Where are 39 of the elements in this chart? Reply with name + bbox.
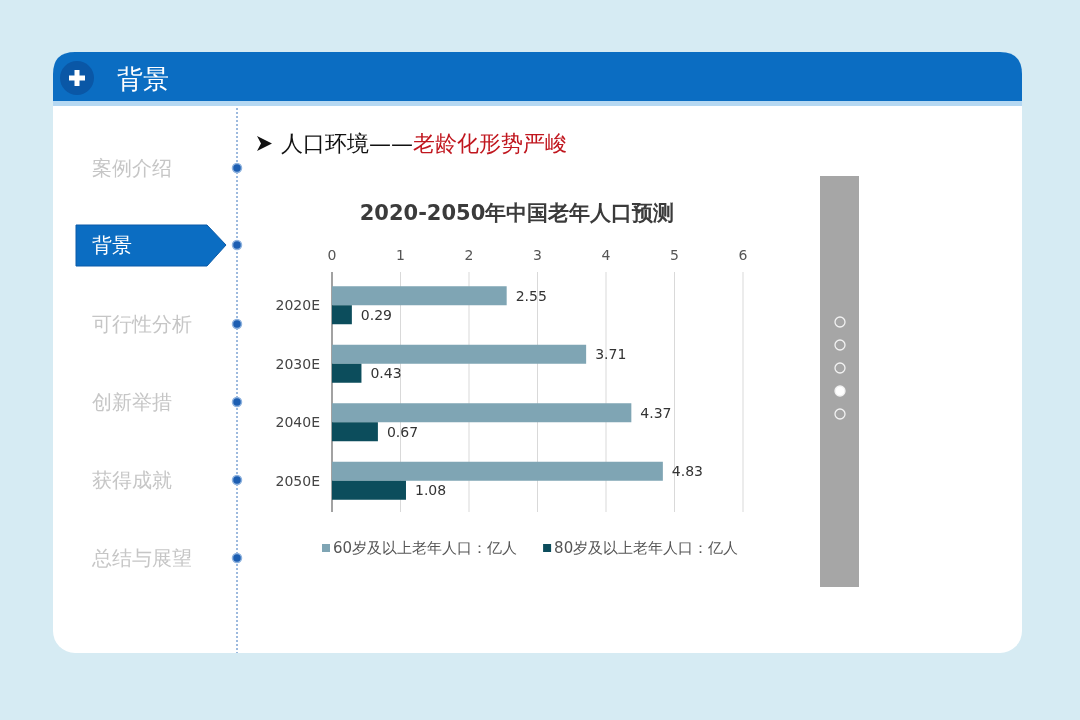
bar: [332, 461, 663, 481]
y-tick-label: 2040E: [275, 414, 320, 431]
x-tick-label: 3: [533, 247, 542, 263]
text: 获得成就: [92, 468, 172, 492]
data-label: 4.83: [671, 463, 704, 480]
text: 人口环境——: [281, 130, 413, 156]
text: 创新举措: [92, 390, 172, 414]
text: 可行性分析: [92, 312, 192, 336]
bar: [332, 422, 378, 442]
text: 老龄化形势严峻: [413, 130, 567, 156]
y-tick-label: 2020E: [275, 297, 320, 314]
bar: [332, 363, 362, 383]
bar: [332, 480, 406, 500]
chart-title: 2020-2050年中国老年人口预测: [359, 201, 675, 225]
x-tick-label: 1: [396, 247, 405, 263]
x-tick-label: 6: [738, 247, 748, 263]
x-tick-label: 2: [464, 247, 474, 263]
bar: [332, 344, 587, 364]
text: 总结与展望: [91, 546, 192, 570]
bar: [332, 286, 507, 306]
text: 案例介绍: [92, 156, 172, 180]
y-tick-label: 2030E: [275, 355, 320, 372]
text: 背景: [92, 233, 132, 257]
data-label: 2.55: [515, 287, 547, 304]
legend-label: 80岁及以上老年人口：亿人: [554, 539, 739, 557]
data-label: 0.29: [360, 306, 393, 323]
x-tick-label: 4: [601, 247, 611, 263]
bar: [332, 305, 352, 325]
y-tick-label: 2050E: [275, 472, 320, 489]
data-label: 3.71: [595, 346, 627, 363]
data-label: 1.08: [414, 482, 447, 499]
data-label: 0.67: [386, 423, 419, 440]
data-label: 4.37: [640, 404, 672, 421]
bar: [332, 403, 632, 423]
legend-label: 60岁及以上老年人口：亿人: [333, 539, 518, 557]
data-label: 0.43: [370, 365, 402, 382]
x-tick-label: 0: [327, 247, 337, 263]
x-tick-label: 5: [670, 247, 679, 263]
text: 背景: [117, 64, 169, 94]
